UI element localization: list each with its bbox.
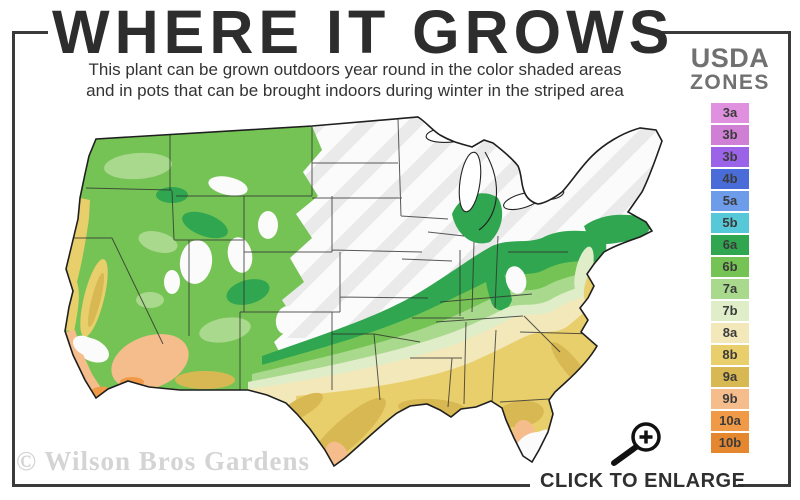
click-to-enlarge[interactable]: CLICK TO ENLARGE [540,470,746,492]
subtitle-line2: and in pots that can be brought indoors … [86,80,624,100]
zone-swatch: 3a [711,103,749,123]
legend-heading-zones: ZONES [690,71,770,95]
zone-swatch: 5b [711,213,749,233]
frame-right [788,31,791,487]
zone-swatch: 3b [711,125,749,145]
legend-heading-usda: USDA [690,43,770,73]
zone-swatch: 6b [711,257,749,277]
subtitle: This plant can be grown outdoors year ro… [0,60,710,101]
frame-bottom-right [738,484,791,487]
zone-swatch: 4b [711,169,749,189]
frame-left [12,31,15,487]
frame-top-left [12,31,48,34]
zone-swatch: 10b [711,433,749,453]
zone-swatch: 7a [711,279,749,299]
zone-swatch: 10a [711,411,749,431]
frame-bottom-left [12,484,530,487]
zone-legend: 3a 3b 3b 4b 5a 5b 6a 6b 7a 7b 8a 8b 9a 9b 10a 10b [711,103,749,455]
subtitle-line1: This plant can be grown outdoors year ro… [88,60,622,79]
frame-top-right [652,31,791,34]
zone-swatch: 9b [711,389,749,409]
zone-swatch: 8b [711,345,749,365]
zone-swatch: 7b [711,301,749,321]
michigan-shoreline [478,151,498,231]
watermark: © Wilson Bros Gardens [16,446,310,476]
state-borders [65,118,595,408]
zone-swatch: 5a [711,191,749,211]
legend-heading: USDA ZONES [684,44,776,94]
zone-swatch: 8a [711,323,749,343]
page-title: WHERE IT GROWS [52,0,675,66]
zone-swatch: 3b [711,147,749,167]
zone-swatch: 6a [711,235,749,255]
zone-swatch: 9a [711,367,749,387]
